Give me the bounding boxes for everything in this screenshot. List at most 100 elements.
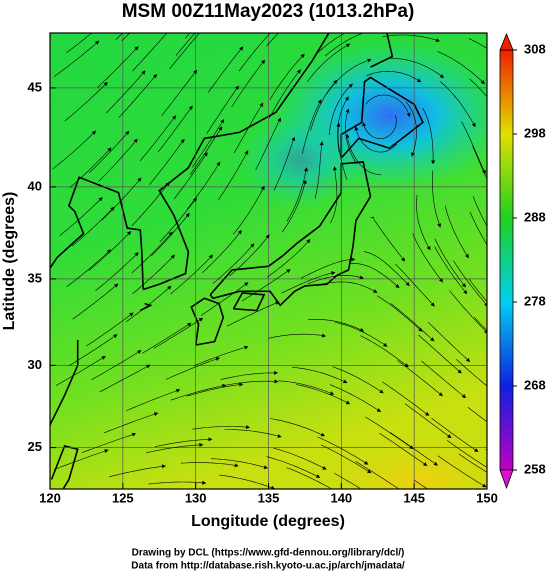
streamline [390, 432, 435, 464]
streamline [427, 321, 468, 360]
streamline-arrow [274, 370, 279, 375]
streamline-arrow [465, 253, 469, 259]
x-tick-label: 120 [39, 490, 61, 505]
x-tick-label: 150 [476, 490, 498, 505]
streamline [101, 180, 140, 221]
streamline-arrow [106, 249, 112, 254]
streamline [405, 101, 417, 154]
streamline [186, 164, 219, 210]
streamline [207, 49, 241, 93]
streamline-arrow [113, 334, 118, 339]
streamline [109, 466, 163, 478]
streamline-arrow [367, 469, 372, 474]
streamline-arrow [260, 185, 265, 191]
streamline [286, 467, 333, 489]
streamline-arrow [126, 231, 132, 236]
streamline [64, 84, 106, 122]
streamline-arrow [277, 117, 281, 122]
streamline-arrow [321, 333, 326, 338]
colorbar-body [499, 49, 514, 471]
streamline [281, 183, 306, 233]
streamline [191, 122, 223, 168]
x-tick-label: 135 [258, 490, 280, 505]
colorbar-min-tip [499, 469, 514, 490]
streamline-arrow [239, 46, 244, 51]
streamline [218, 153, 247, 200]
streamline-arrow [286, 269, 291, 274]
streamline-arrow [425, 411, 430, 416]
streamline-arrow [216, 161, 221, 166]
streamline-arrow [250, 243, 255, 248]
streamline [55, 357, 103, 386]
y-tick-label: 45 [28, 79, 42, 94]
streamline-arrow [131, 432, 137, 437]
streamline-arrow [101, 355, 106, 360]
coastline [50, 445, 79, 489]
streamline [125, 288, 169, 323]
streamline [66, 33, 93, 53]
colorbar-tick-label: 278 [524, 293, 546, 308]
streamline-arrow [317, 99, 322, 104]
streamline-arrow [167, 285, 172, 290]
streamline [212, 246, 252, 284]
streamline-arrow [461, 283, 466, 288]
grid [50, 33, 487, 489]
streamline [444, 205, 467, 256]
streamline [440, 81, 474, 124]
streamline [272, 447, 324, 469]
streamline [175, 33, 196, 56]
streamline-arrow [129, 312, 134, 317]
streamline-arrow [165, 181, 170, 187]
streamline-arrow [406, 112, 411, 118]
streamline-arrow [235, 85, 239, 90]
streamline [317, 436, 366, 463]
streamline-arrow [333, 79, 338, 85]
streamline-arrow [495, 258, 499, 262]
streamline-arrow [277, 434, 282, 438]
streamline [418, 334, 460, 372]
streamline [307, 274, 361, 285]
streamline [132, 33, 168, 72]
streamline-arrow [199, 442, 204, 447]
streamline-arrow [430, 337, 435, 342]
streamline [416, 194, 429, 248]
streamline [161, 72, 195, 116]
streamline [314, 145, 322, 199]
streamline [397, 360, 441, 395]
streamline-arrow [431, 160, 436, 165]
streamline-arrow [220, 119, 225, 124]
streamline-arrow [125, 130, 130, 136]
streamline [95, 254, 137, 292]
streamline-arrow [222, 383, 227, 388]
streamline-arrow [371, 28, 375, 32]
streamline-arrow [237, 230, 242, 235]
streamline [363, 115, 397, 140]
streamline-arrow [458, 507, 463, 511]
streamline-arrow [343, 379, 348, 384]
streamline-arrow [270, 485, 276, 489]
streamline [269, 56, 303, 101]
streamline [91, 352, 139, 380]
streamline-arrow [438, 392, 443, 397]
x-axis-label: Longitude (degrees) [191, 513, 345, 530]
streamline [170, 385, 223, 401]
streamline-arrow [484, 302, 487, 307]
streamline [472, 145, 487, 180]
footer-line: Data from http://database.rish.kyoto-u.a… [131, 561, 405, 572]
coastline [50, 176, 144, 290]
streamline-arrow [91, 130, 97, 135]
streamline [72, 285, 116, 320]
streamline-arrow [474, 448, 479, 452]
streamline [395, 263, 433, 304]
streamline-arrow [168, 231, 173, 236]
streamline [255, 120, 280, 170]
streamline-arrow [239, 382, 244, 387]
streamline-arrow [351, 257, 356, 262]
streamline-arrow [302, 179, 307, 184]
streamline [355, 461, 400, 489]
streamline [337, 126, 348, 180]
streamline [126, 390, 177, 411]
streamline [231, 62, 263, 108]
streamline-arrow [336, 122, 341, 127]
y-tick-label: 35 [28, 270, 42, 285]
